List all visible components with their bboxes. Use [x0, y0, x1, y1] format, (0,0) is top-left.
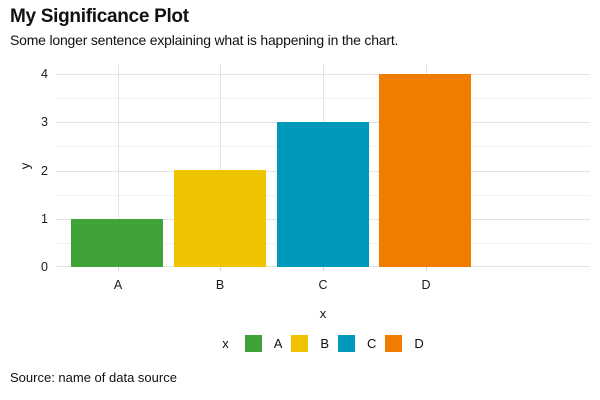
legend-item: A: [244, 334, 283, 352]
legend-swatch: [291, 334, 309, 352]
legend-item-label: B: [320, 335, 330, 351]
x-tick-label: D: [421, 278, 431, 292]
legend-title: x: [222, 335, 229, 351]
legend-item-label: A: [273, 335, 283, 351]
legend-swatch: [244, 334, 262, 352]
x-axis-title: x: [319, 306, 327, 321]
y-tick-label: 0: [41, 260, 48, 274]
legend-item-label: C: [367, 335, 377, 351]
plot-panel: [56, 64, 590, 271]
chart-subtitle: Some longer sentence explaining what is …: [10, 32, 399, 48]
bar: [277, 122, 369, 267]
bar: [71, 219, 163, 267]
y-tick-label: 1: [41, 212, 48, 226]
legend-swatch: [338, 334, 356, 352]
x-tick-label: B: [215, 278, 225, 292]
x-axis-tick-labels: A B C D: [56, 277, 590, 293]
y-tick-label: 2: [41, 164, 48, 178]
x-tick-mark: [323, 267, 324, 271]
x-tick-mark: [426, 267, 427, 271]
legend-item: B: [291, 334, 330, 352]
x-tick-mark: [118, 267, 119, 271]
bar: [379, 74, 471, 267]
x-tick-label: A: [113, 278, 123, 292]
major-gridline: [56, 74, 590, 75]
y-tick-label: 3: [41, 115, 48, 129]
x-tick-label: C: [318, 278, 328, 292]
chart-title: My Significance Plot: [10, 6, 189, 27]
legend-items: A B C D: [236, 334, 424, 352]
vertical-gridline: [118, 64, 119, 267]
minor-gridline: [56, 98, 590, 99]
x-tick-mark: [220, 267, 221, 271]
y-tick-label: 4: [41, 67, 48, 81]
y-axis-tick-labels: 0 1 2 3 4: [0, 64, 48, 274]
vertical-gridline: [220, 64, 221, 267]
legend-item-label: D: [414, 335, 424, 351]
legend-item: C: [338, 334, 377, 352]
legend-item: D: [385, 334, 424, 352]
legend-swatch: [385, 334, 403, 352]
bar: [174, 170, 266, 267]
source-caption: Source: name of data source: [10, 370, 177, 385]
